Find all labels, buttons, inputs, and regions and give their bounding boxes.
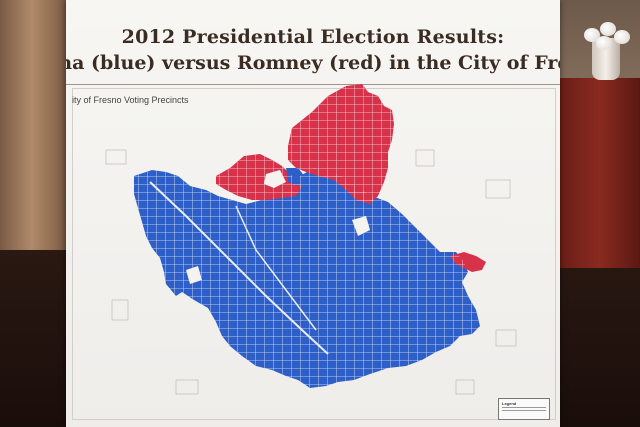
precinct-grid <box>288 84 394 204</box>
title-divider <box>66 84 560 85</box>
outlying-precincts <box>105 149 517 395</box>
map-frame <box>72 88 556 420</box>
legend-title: Legend <box>502 401 517 406</box>
election-poster: 2012 Presidential Election Results: ma (… <box>66 0 560 427</box>
map-gap <box>264 170 286 188</box>
flower <box>596 36 612 50</box>
highway-line <box>235 205 317 331</box>
legend-rule <box>502 410 546 411</box>
poster-subtitle: ma (blue) versus Romney (red) in the Cit… <box>66 52 560 74</box>
highway-line <box>149 181 329 355</box>
red-table-cloth <box>560 78 640 268</box>
map-gap <box>352 216 370 236</box>
precinct-map <box>105 84 517 395</box>
map-legend: Legend <box>498 398 550 420</box>
flower <box>614 30 630 44</box>
legend-rule <box>502 407 546 408</box>
precinct-grid <box>216 154 302 200</box>
map-gap <box>186 266 202 284</box>
poster-title: 2012 Presidential Election Results: <box>121 26 505 48</box>
map-label: ity of Fresno Voting Precincts <box>72 95 189 105</box>
precinct-grid <box>134 168 480 388</box>
flower <box>584 28 600 42</box>
flower <box>600 22 616 36</box>
